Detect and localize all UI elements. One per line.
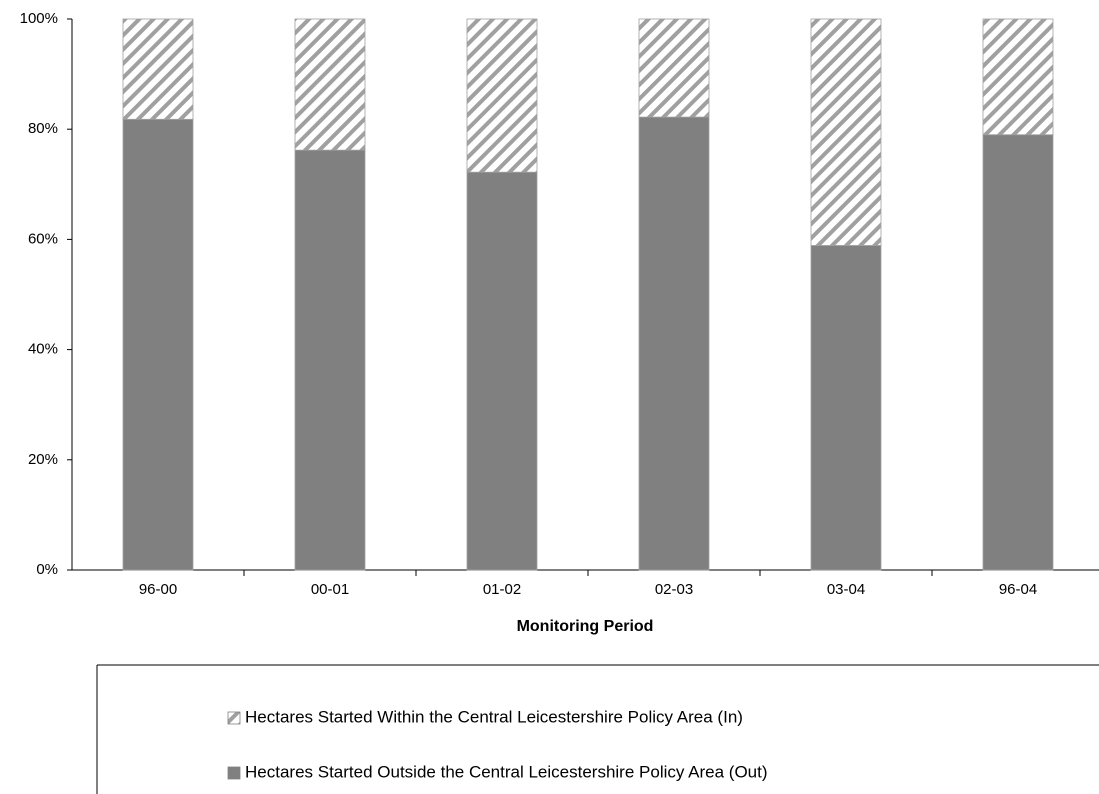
y-tick-label: 0%	[36, 561, 58, 578]
x-tick-label: 96-00	[139, 581, 177, 598]
x-tick-label: 96-04	[999, 581, 1037, 598]
y-tick-label: 40%	[28, 341, 58, 358]
y-tick-label: 20%	[28, 451, 58, 468]
bar-segment	[810, 18, 882, 246]
bar-segment	[294, 149, 366, 571]
x-axis-title: Monitoring Period	[517, 618, 654, 635]
bar-segment	[638, 18, 710, 118]
x-tick-label: 02-03	[655, 581, 693, 598]
bar-segment	[982, 18, 1054, 136]
legend-label: Hectares Started Within the Central Leic…	[245, 707, 743, 726]
x-tick-label: 00-01	[311, 581, 349, 598]
y-tick-label: 80%	[28, 120, 58, 137]
bar-segment	[122, 18, 194, 120]
legend-swatch	[227, 711, 241, 725]
y-tick-label: 60%	[28, 230, 58, 247]
bar-segment	[810, 245, 882, 571]
bar-segment	[466, 171, 538, 571]
legend	[96, 664, 1099, 794]
bar-segment	[982, 134, 1054, 571]
x-tick-label: 01-02	[483, 581, 521, 598]
x-tick-label: 03-04	[827, 581, 865, 598]
y-tick-label: 100%	[20, 10, 58, 27]
bar-segment	[294, 18, 366, 151]
legend-label: Hectares Started Outside the Central Lei…	[245, 762, 768, 781]
bar-segment	[466, 18, 538, 173]
bar-segment	[122, 118, 194, 571]
legend-swatch	[227, 766, 241, 780]
bar-segment	[638, 116, 710, 571]
